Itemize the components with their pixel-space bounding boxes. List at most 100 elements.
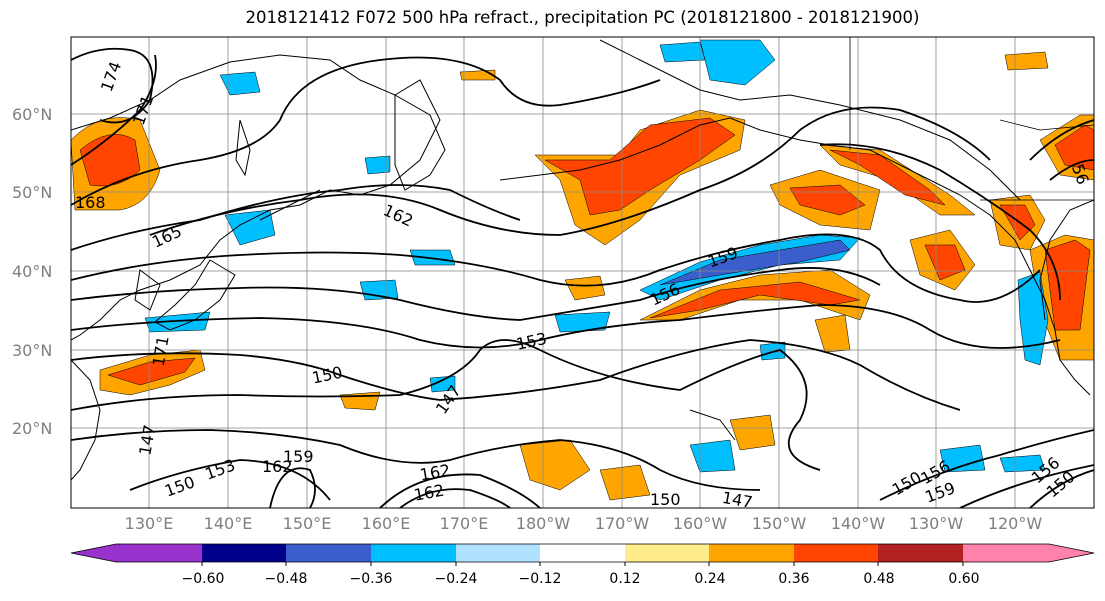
precip-patch-mid-orange-4 [339,391,381,411]
contour-159 [71,233,1041,303]
precip-patch-blue-9 [939,444,986,473]
coast-alaska-north [599,39,1021,201]
coast-us-west [1039,199,1094,321]
contour-south-1 [71,429,761,491]
coast-gulf-alaska [729,117,1091,396]
map-panel: 174 171 168 165 162 159 156 153 150 147 … [70,36,1095,512]
lat-label: 40°N [12,262,53,281]
contour-south-2 [129,459,331,501]
contour-label: 168 [75,193,106,212]
precip-patch-gulf-red [789,184,866,216]
precip-patch-japan-red [107,357,196,386]
coast-kamchatka [394,94,446,191]
colorbar-tick-label: 0.48 [863,571,895,587]
lon-label: 170°E [439,514,489,533]
refractivity-contours [71,47,1094,508]
lon-label: 170°W [594,514,650,533]
lon-label: 130°E [124,514,174,533]
lon-label: 160°E [361,514,411,533]
colorbar-tick-label: −0.24 [434,571,478,587]
contour-se-2 [959,464,1094,508]
colorbar-tick-label: −0.36 [349,571,393,587]
coast-kurils [259,189,321,221]
colorbar-tick-label: −0.60 [181,571,225,587]
precip-patch-blue-13 [659,41,706,63]
contour-label: 162 [262,457,293,476]
contour-168 [71,56,661,206]
precip-patch-blue-12 [364,155,391,175]
coast-aleutians [499,117,731,181]
coast-china-east [71,359,101,481]
lat-label: 60°N [12,105,53,124]
graticule [71,37,1094,508]
colorbar-segment [794,544,878,562]
contour-se-1 [879,429,1094,501]
colorbar-segment [202,544,286,562]
precip-patch-coast-blue [1017,271,1049,366]
lon-label: 160°W [672,514,728,533]
precipitation-shading [71,39,1094,501]
colorbar-segment [456,544,540,562]
precip-patch-mid-orange-1 [564,275,606,301]
map-title: 2018121412 F072 500 hPa refract., precip… [245,8,920,27]
colorbar-tick-label: 0.60 [948,571,980,587]
colorbar-tick-label: −0.48 [264,571,308,587]
precip-patch-blue-5 [554,311,611,333]
contour-ak-loop [819,143,1061,301]
lat-label: 50°N [12,183,53,202]
contour-south-3 [379,473,541,508]
lon-label: 130°W [908,514,964,533]
coast-hawaii [689,409,736,441]
colorbar-tick-label: 0.12 [609,571,641,587]
precip-patch-blue-2 [699,39,776,86]
contour-150 [71,339,961,411]
precip-patch-blue-11 [429,375,456,393]
contour-label: 159 [283,447,314,466]
contour-156 [71,267,881,321]
precip-patch-ne-red [1054,124,1094,171]
map-frame [70,36,1095,509]
precip-patch-mid-orange-3 [729,414,776,451]
coastlines [71,39,1094,481]
precip-patch-jet-red [649,281,861,319]
colorbar-outline [70,543,1095,563]
contour-label: 150 [650,490,681,509]
colorbar-segment [878,544,963,562]
contour-south-4 [399,488,511,508]
precip-patch-blue-8 [689,439,736,473]
coast-asia-mainland [71,54,441,341]
contour-153 [71,304,1061,349]
precip-patch-blue-1 [219,71,261,96]
precip-patch-west-red [79,134,141,187]
colorbar-segment [371,544,456,562]
lon-label: 180°W [515,514,571,533]
lat-label: 20°N [12,419,53,438]
lon-label: 140°E [203,514,253,533]
contour-162-north [149,106,991,236]
lat-label: 30°N [12,341,53,360]
colorbar-segment [71,544,202,562]
contour-south-5 [269,467,316,508]
precip-patch-blue-6 [359,279,399,301]
colorbar-tick-label: 0.36 [778,571,810,587]
precip-patch-orange-16 [1004,51,1049,71]
precip-patch-blue-14 [999,454,1046,473]
contour-ne [1029,119,1094,161]
colorbar-tick-label: 0.24 [694,571,726,587]
precip-patch-jet-darkblue [659,239,851,286]
coast-sakhalin [235,119,251,177]
precip-patch-orange-15 [459,69,496,81]
lon-label: 150°E [282,514,332,533]
lon-label: 120°W [987,514,1043,533]
contour-171 [71,54,157,166]
lon-label: 150°W [751,514,807,533]
contour-165 [71,184,521,251]
colorbar-tick-label: −0.12 [518,571,562,587]
contour-ne-2 [1049,159,1094,181]
colorbar-segment [963,544,1094,562]
colorbar-segment [286,544,371,562]
contour-174 [71,47,154,124]
colorbar-segment [709,544,794,562]
precip-patch-south-orange-2 [599,464,651,501]
